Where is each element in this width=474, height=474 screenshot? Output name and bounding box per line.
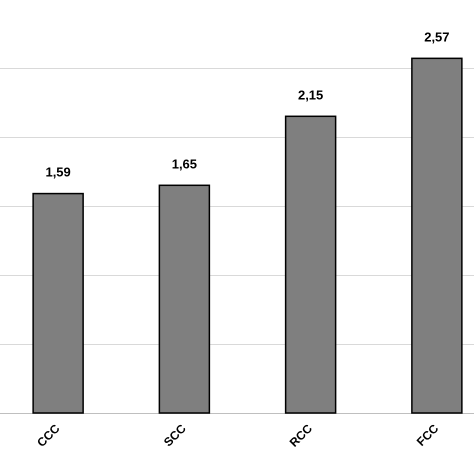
x-tick-label-rcc: RCC — [287, 421, 316, 450]
bar-rcc — [284, 115, 337, 414]
x-tick-label-ccc: CCC — [34, 421, 63, 450]
data-label-fcc: 2,57 — [424, 29, 449, 44]
x-tick-label-scc: SCC — [161, 421, 189, 449]
bar-ccc — [32, 192, 84, 414]
bar-scc — [158, 184, 211, 414]
x-tick-label-fcc: FCC — [414, 421, 442, 449]
data-label-scc: 1,65 — [172, 156, 197, 171]
data-label-ccc: 1,59 — [45, 165, 70, 180]
bar-fcc — [411, 57, 463, 414]
data-label-rcc: 2,15 — [298, 87, 323, 102]
